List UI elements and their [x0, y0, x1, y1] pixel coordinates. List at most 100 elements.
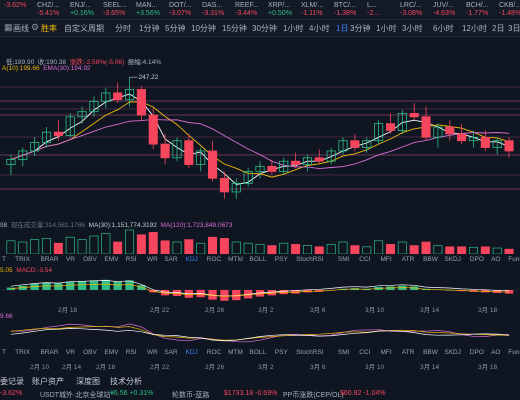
indicator-tab-obv[interactable]: OBV: [83, 256, 97, 263]
candle-body[interactable]: [267, 165, 277, 172]
indicator-tab-stochrsi[interactable]: StochRSI: [296, 256, 324, 263]
ticker-item[interactable]: L... -2...: [367, 2, 379, 18]
indicator-tab-mfi[interactable]: MFI: [380, 256, 392, 263]
period-tab[interactable]: 分时: [115, 24, 131, 33]
indicator-tab-vr[interactable]: VR: [65, 256, 75, 263]
candle-body[interactable]: [101, 92, 111, 102]
indicator-tab-t[interactable]: T: [2, 349, 6, 356]
candle-body[interactable]: [196, 150, 206, 166]
ticker-item[interactable]: MAN... +3.56%: [136, 2, 160, 18]
custom-period-button[interactable]: 自定义周期: [64, 24, 104, 33]
candle-body[interactable]: [374, 123, 384, 142]
candle-body[interactable]: [291, 160, 301, 166]
indicator-tab-smi[interactable]: SMI: [337, 256, 350, 263]
ticker-item[interactable]: BCH/... -1.77%: [466, 2, 489, 18]
volume-chart[interactable]: [0, 228, 520, 254]
indicator-tab-obv[interactable]: OBV: [83, 349, 97, 356]
candle-body[interactable]: [480, 136, 490, 148]
indicator-tab-cci[interactable]: CCI: [359, 349, 371, 356]
indicator-tab-emv[interactable]: EMV: [104, 256, 119, 263]
candle-body[interactable]: [445, 126, 455, 135]
period-tab[interactable]: 3分钟: [350, 24, 371, 33]
indicator-tab-sar[interactable]: SAR: [164, 256, 178, 263]
candle-body[interactable]: [362, 140, 372, 148]
indicator-tab-trix[interactable]: TRIX: [15, 256, 30, 263]
candle-body[interactable]: [468, 136, 479, 142]
indicator-tab-fundflow[interactable]: Fundflow: [508, 349, 520, 356]
period-tab[interactable]: 6小时: [433, 24, 454, 33]
indicator-tab-wr[interactable]: WR: [147, 256, 158, 263]
indicator-tab-kdj[interactable]: KDJ: [185, 256, 198, 263]
indicator-tab-cci[interactable]: CCI: [359, 256, 371, 263]
ticker-item[interactable]: SEEL... -3.65%: [103, 2, 127, 18]
period-tab[interactable]: 1小时: [283, 24, 304, 33]
ticker-item[interactable]: BTC/... -1.38%: [334, 2, 356, 18]
indicator-tab-atr[interactable]: ATR: [401, 349, 415, 356]
period-tab[interactable]: 5分钟: [165, 24, 186, 33]
indicator-tab-psy[interactable]: PSY: [274, 256, 288, 263]
candle-body[interactable]: [136, 89, 146, 116]
indicator-tab-smi[interactable]: SMI: [337, 349, 350, 356]
indicator-tab-bbw[interactable]: BBW: [423, 256, 438, 263]
ticker-item[interactable]: XRP/... +0.50%: [268, 2, 292, 18]
period-tab[interactable]: 30分钟: [252, 24, 277, 33]
ticker-item[interactable]: CKB/... -1.48%: [499, 2, 520, 18]
period-tab[interactable]: 10分钟: [191, 24, 216, 33]
period-tab[interactable]: 2日: [492, 24, 505, 33]
candle-body[interactable]: [231, 182, 241, 193]
indicator-tab-mtm[interactable]: MTM: [228, 349, 243, 356]
bottom-tab[interactable]: 委记录: [0, 377, 24, 386]
candle-body[interactable]: [6, 159, 16, 166]
indicator-tab-stochrsi[interactable]: StochRSI: [296, 349, 324, 356]
draw-button[interactable]: 画线: [13, 24, 29, 33]
period-tab[interactable]: 15分钟: [222, 24, 247, 33]
candle-body[interactable]: [172, 140, 182, 159]
candle-body[interactable]: [148, 114, 158, 145]
oscillator-chart[interactable]: [0, 318, 520, 348]
indicator-tab-skdj[interactable]: SKDJ: [444, 349, 462, 356]
period-tab[interactable]: 12小时: [462, 24, 487, 33]
ticker-item[interactable]: -3.62%: [4, 2, 26, 10]
candle-body[interactable]: [124, 89, 135, 101]
candle-body[interactable]: [397, 112, 407, 131]
indicator-tab-fundflow[interactable]: Fundflow: [508, 256, 520, 263]
candle-body[interactable]: [18, 150, 28, 160]
indicator-tab-mtm[interactable]: MTM: [228, 256, 243, 263]
indicator-tab-brar[interactable]: BRAR: [40, 256, 59, 263]
candle-body[interactable]: [219, 177, 229, 193]
candle-body[interactable]: [433, 126, 443, 138]
candle-body[interactable]: [338, 140, 348, 152]
bottom-tab[interactable]: 技术分析: [110, 377, 142, 386]
ticker-item[interactable]: DAS... -3.31%: [202, 2, 224, 18]
candle-body[interactable]: [302, 157, 312, 166]
candle-body[interactable]: [504, 140, 514, 152]
candle-body[interactable]: [255, 165, 265, 172]
candle-body[interactable]: [208, 150, 218, 179]
period-tab[interactable]: 1日: [336, 24, 349, 33]
candle-body[interactable]: [30, 142, 40, 152]
period-tab[interactable]: 3小时: [402, 24, 423, 33]
bottom-tab[interactable]: 账户资产: [32, 377, 64, 386]
indicator-tab-ao[interactable]: AO: [491, 256, 501, 263]
candle-body[interactable]: [89, 101, 99, 113]
candle-body[interactable]: [53, 131, 63, 136]
cut-button[interactable]: 胜率: [41, 24, 57, 33]
candle-body[interactable]: [279, 160, 289, 172]
indicator-tab-brar[interactable]: BRAR: [40, 349, 59, 356]
indicator-tab-ao[interactable]: AO: [491, 349, 501, 356]
candle-body[interactable]: [457, 133, 467, 142]
ticker-item[interactable]: ENJ/... +0.16%: [70, 2, 94, 18]
candle-body[interactable]: [77, 111, 87, 118]
indicator-tab-rsi[interactable]: RSI: [125, 256, 137, 263]
indicator-tab-dpo[interactable]: DPO: [469, 256, 484, 263]
candle-body[interactable]: [314, 157, 324, 162]
indicator-tab-vr[interactable]: VR: [65, 349, 75, 356]
candle-body[interactable]: [326, 150, 336, 162]
indicator-tab-psy[interactable]: PSY: [274, 349, 288, 356]
indicator-tab-dpo[interactable]: DPO: [469, 349, 484, 356]
indicator-tab-boll[interactable]: BOLL: [249, 256, 267, 263]
ticker-item[interactable]: JUV/... -4.63%: [433, 2, 455, 18]
indicator-tab-bbw[interactable]: BBW: [423, 349, 438, 356]
indicator-tab-trix[interactable]: TRIX: [15, 349, 30, 356]
period-tab[interactable]: 3日: [508, 24, 520, 33]
